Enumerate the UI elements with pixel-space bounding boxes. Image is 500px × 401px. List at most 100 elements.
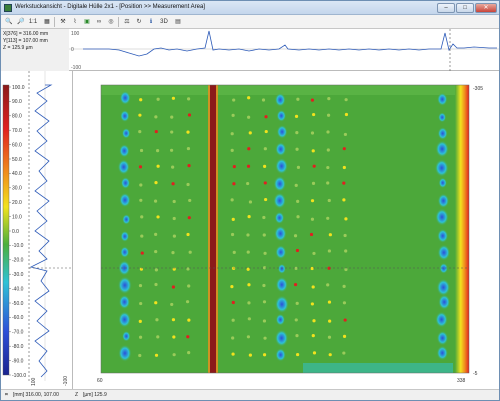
map-pit	[437, 244, 451, 261]
map-pit	[188, 250, 192, 254]
map-right-edge	[455, 85, 469, 373]
map-pit	[231, 300, 235, 305]
info-icon[interactable]: ℹ	[149, 19, 153, 25]
map-pit	[309, 232, 314, 237]
map-groove-edge-right	[216, 85, 218, 373]
map-pit	[295, 301, 299, 305]
map-pit	[326, 148, 330, 152]
map-pit	[230, 148, 234, 152]
map-pit	[172, 335, 176, 339]
surface-color-map[interactable]: 60 338 -305 -5	[73, 71, 499, 389]
grid-icon[interactable]: ▦	[44, 19, 50, 25]
map-pit	[156, 164, 160, 168]
map-pit	[138, 113, 142, 117]
color-scale-bar	[2, 84, 10, 376]
map-pit	[186, 335, 190, 339]
map-pit	[326, 113, 331, 117]
map-pit	[139, 98, 143, 102]
map-pit	[326, 130, 330, 134]
map-pit	[296, 97, 300, 101]
color-scale-label: 70.0	[12, 128, 22, 134]
measure-icon[interactable]: ⚖	[124, 19, 130, 25]
link-icon[interactable]: ∞	[96, 19, 102, 25]
map-pit	[138, 335, 143, 339]
map-pit	[311, 285, 315, 289]
map-pit	[275, 276, 288, 293]
map-pit	[327, 335, 332, 339]
map-pit	[156, 335, 160, 339]
map-pit	[438, 177, 447, 189]
zoom-out-icon[interactable]: 🔎	[17, 19, 25, 25]
profile-tick-top: 100	[71, 31, 80, 37]
map-pit	[328, 353, 332, 357]
status-zvalue: [µm] 125.9	[83, 392, 107, 398]
map-pit	[294, 266, 298, 270]
restore-button[interactable]: □	[456, 3, 474, 13]
map-pit	[274, 295, 289, 314]
map-pit	[246, 164, 251, 168]
map-pit	[342, 351, 346, 355]
map-pit	[155, 318, 159, 322]
map-pit	[310, 98, 315, 102]
map-pit	[295, 248, 300, 253]
map-pit	[342, 301, 347, 305]
map-pit	[276, 124, 288, 139]
3d-view-button[interactable]: 3D	[160, 19, 168, 25]
map-pit	[296, 165, 301, 169]
map-pit	[273, 192, 286, 209]
map-pit	[274, 211, 285, 224]
print-icon[interactable]: ▤	[175, 19, 181, 25]
color-map-icon[interactable]: ▣	[84, 19, 90, 25]
zoom-in-icon[interactable]: 🔍	[5, 19, 13, 25]
map-pit	[296, 215, 300, 219]
color-scale-label: 60.0	[12, 142, 22, 148]
vertical-profile-curve[interactable]	[29, 84, 53, 378]
map-pit	[119, 90, 131, 105]
map-pit	[186, 182, 190, 187]
map-pit	[232, 250, 236, 254]
map-pit	[344, 98, 348, 102]
map-pit	[275, 348, 286, 362]
map-pit	[138, 165, 143, 169]
map-pit	[327, 198, 331, 203]
horizontal-profile[interactable]: 100 0 -100	[69, 29, 499, 71]
toolbar-separator	[118, 17, 119, 27]
color-scale-label: -10.0	[12, 243, 24, 249]
map-pit	[327, 300, 332, 304]
toolbar-separator	[54, 17, 55, 27]
map-pit	[434, 159, 449, 177]
map-pit	[154, 249, 158, 254]
rotate-icon[interactable]: ↻	[136, 19, 142, 25]
map-pit	[328, 233, 332, 237]
color-scale-label: -80.0	[12, 344, 24, 350]
zoom-1to1-button[interactable]: 1:1	[28, 19, 38, 25]
map-pit	[275, 313, 286, 326]
profile-tick-bottom: -100	[71, 65, 81, 71]
map-pit	[262, 283, 266, 288]
map-pit	[312, 251, 316, 256]
map-pit	[247, 301, 251, 305]
map-pit	[138, 353, 142, 358]
map-pit	[139, 301, 143, 306]
map-pit	[171, 251, 175, 255]
map-pit	[119, 192, 131, 208]
map-pit	[263, 147, 267, 151]
map-pit	[438, 294, 451, 310]
map-top-band	[101, 85, 469, 95]
map-pit	[186, 232, 190, 237]
map-pit	[118, 344, 132, 362]
map-right-bottom-label: -5	[473, 371, 478, 377]
map-pit	[310, 131, 315, 135]
map-pit	[263, 181, 267, 185]
profile-icon[interactable]: ⌇	[73, 19, 77, 25]
target-icon[interactable]: ◎	[108, 19, 114, 25]
cursor-readout: X[376] = 316.00 mm Y[113] = 107.00 mm Z …	[3, 31, 69, 69]
map-pit	[231, 113, 235, 117]
map-pit	[262, 300, 267, 304]
color-scale-label: 90.0	[12, 99, 22, 105]
map-pit	[120, 230, 130, 242]
close-button[interactable]: ✕	[475, 3, 497, 13]
map-groove-edge-left	[208, 85, 210, 373]
minimize-button[interactable]: –	[437, 3, 455, 13]
tools-icon[interactable]: ⚒	[60, 19, 66, 25]
